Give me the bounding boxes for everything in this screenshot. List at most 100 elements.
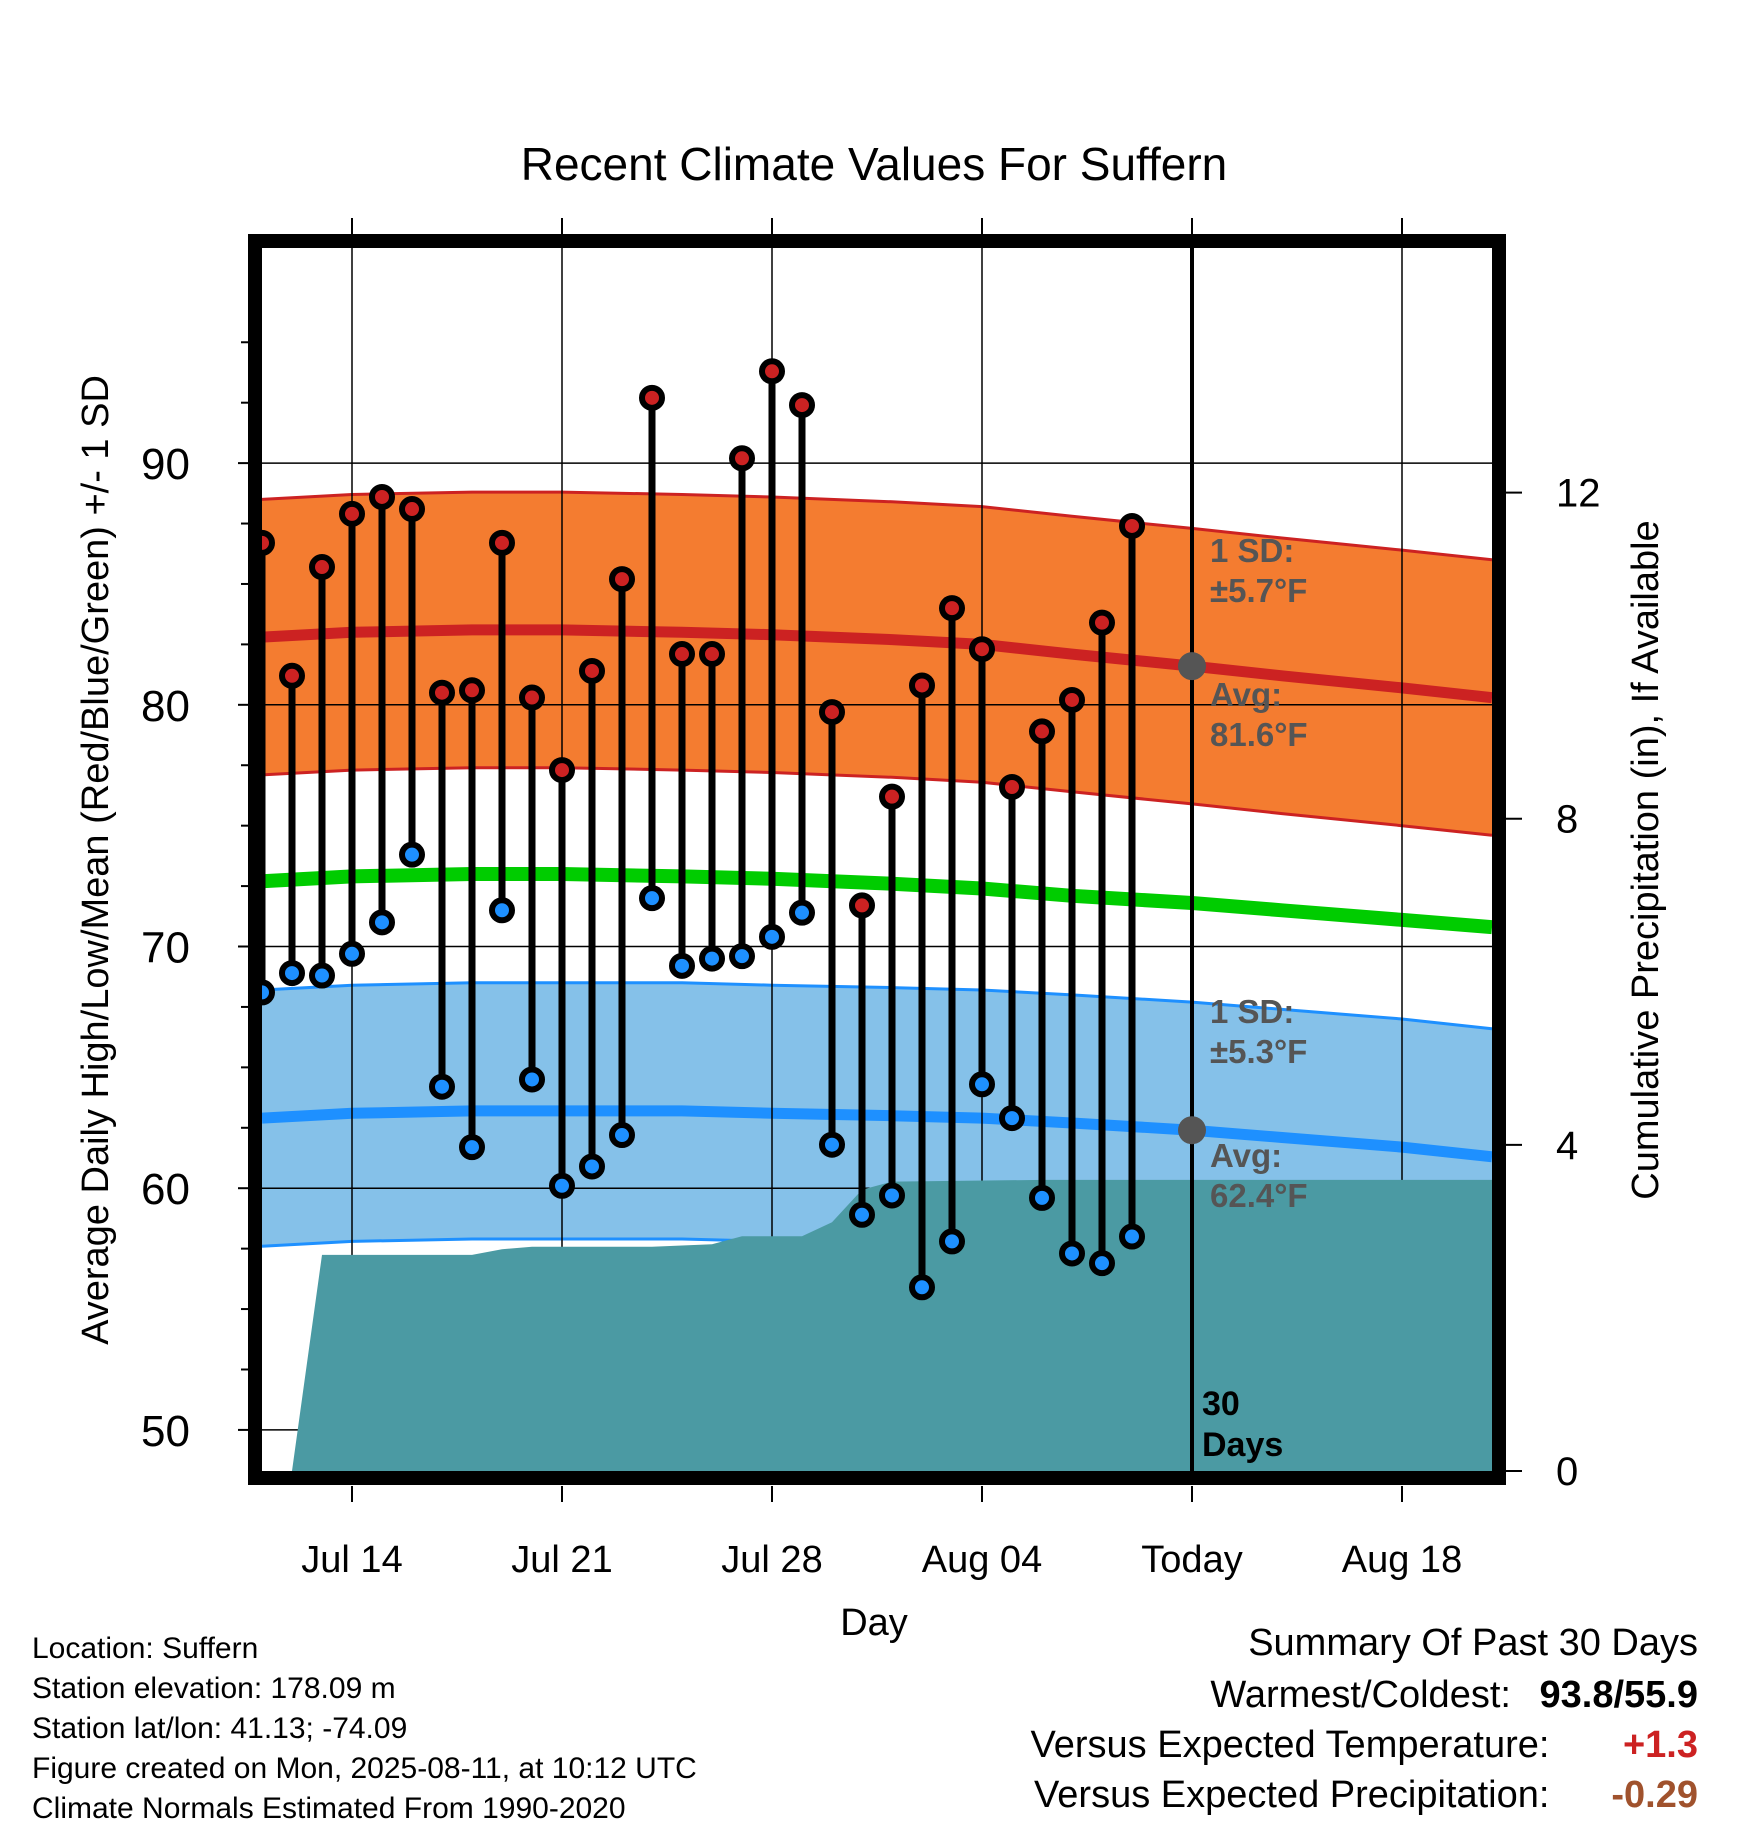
x-tick-label: Today	[1141, 1539, 1242, 1581]
today-low-normal-marker	[1178, 1116, 1206, 1145]
high-sd-upper-line	[262, 490, 1492, 562]
low-avg-label: Avg:	[1210, 1137, 1282, 1174]
low-point	[1089, 1250, 1115, 1277]
high-point	[789, 392, 815, 419]
high-point	[399, 496, 425, 523]
low-point	[669, 952, 695, 979]
high-point	[849, 892, 875, 919]
y2-tick-label: 8	[1556, 798, 1578, 842]
low-point	[579, 1153, 605, 1180]
low-point	[262, 979, 275, 1006]
low-avg-value: 62.4°F	[1210, 1177, 1308, 1214]
low-point	[879, 1182, 905, 1209]
low-sd-label: 1 SD:	[1210, 993, 1294, 1030]
high-sd-band	[262, 492, 1492, 836]
low-point	[339, 940, 365, 967]
high-point	[729, 445, 755, 472]
low-point	[999, 1105, 1025, 1132]
y-tick-label: 60	[141, 1165, 190, 1214]
high-point	[489, 529, 515, 556]
y-tick-label: 90	[141, 440, 190, 489]
high-point	[1029, 718, 1055, 745]
summary-title: Summary Of Past 30 Days	[1248, 1622, 1698, 1665]
summary-title-text: Summary Of Past 30 Days	[1248, 1622, 1698, 1664]
low-point	[759, 923, 785, 950]
high-point	[369, 483, 395, 510]
high-point	[429, 679, 455, 706]
low-sd-value: ±5.3°F	[1210, 1033, 1307, 1070]
low-point	[1152, 0, 1172, 10]
summary-warmest: Warmest/Coldest: 93.8/55.9	[1210, 1674, 1698, 1717]
high-avg-label: Avg:	[1210, 676, 1282, 713]
high-point	[519, 684, 545, 711]
high-point	[699, 641, 725, 668]
low-point	[399, 841, 425, 868]
low-point	[609, 1122, 635, 1149]
high-point	[999, 773, 1025, 800]
low-point	[1029, 1184, 1055, 1211]
low-point	[729, 943, 755, 970]
high-point	[309, 554, 335, 581]
high-sd-label: 1 SD:	[1210, 532, 1294, 569]
high-point	[759, 358, 785, 385]
meta-created: Figure created on Mon, 2025-08-11, at 10…	[32, 1752, 697, 1785]
meta-normals: Climate Normals Estimated From 1990-2020	[32, 1792, 626, 1825]
y-tick-label: 70	[141, 924, 190, 973]
high-point	[1152, 0, 1172, 10]
x-axis-label: Day	[840, 1602, 908, 1644]
low-point	[789, 899, 815, 926]
summary-temp-label: Versus Expected Temperature:	[1030, 1724, 1550, 1766]
meta-latlon: Station lat/lon: 41.13; -74.09	[32, 1712, 408, 1745]
high-point	[1089, 609, 1115, 636]
low-point	[939, 1228, 965, 1255]
high-point	[339, 500, 365, 527]
high-point	[819, 699, 845, 726]
x-tick-label: Jul 14	[301, 1539, 402, 1581]
low-point	[279, 960, 305, 987]
high-point	[939, 595, 965, 622]
high-point	[669, 641, 695, 668]
high-point	[549, 757, 575, 784]
high-point	[879, 783, 905, 810]
high-point	[579, 657, 605, 684]
y2-axis-label: Cumulative Precipitation (in), If Availa…	[1625, 520, 1667, 1199]
chart-title: Recent Climate Values For Suffern	[521, 138, 1228, 190]
high-point	[1119, 512, 1145, 539]
high-avg-value: 81.6°F	[1210, 716, 1308, 753]
high-point	[639, 384, 665, 411]
x-tick-label: Jul 21	[511, 1539, 612, 1581]
low-point	[459, 1134, 485, 1161]
low-point	[369, 909, 395, 936]
low-point	[429, 1073, 455, 1100]
low-point	[519, 1066, 545, 1093]
summary-precip: Versus Expected Precipitation: -0.29	[1034, 1774, 1698, 1817]
x-tick-label: Aug 18	[1342, 1539, 1462, 1581]
high-point	[609, 566, 635, 593]
summary-warmest-value: 93.8/55.9	[1539, 1674, 1698, 1716]
summary-temp: Versus Expected Temperature: +1.3	[1031, 1724, 1698, 1767]
days-count: 30	[1202, 1385, 1240, 1423]
low-point	[639, 885, 665, 912]
low-point	[819, 1131, 845, 1158]
summary-precip-value: -0.29	[1611, 1774, 1698, 1816]
high-normal-line	[262, 624, 1492, 704]
x-tick-label: Aug 04	[922, 1539, 1042, 1581]
high-point	[909, 672, 935, 699]
low-point	[699, 945, 725, 972]
y-tick-label: 80	[141, 682, 190, 731]
summary-temp-value: +1.3	[1622, 1724, 1698, 1766]
low-point	[1119, 1223, 1145, 1250]
y-tick-label: 50	[141, 1407, 190, 1456]
high-point	[969, 636, 995, 663]
meta-location: Location: Suffern	[32, 1632, 259, 1665]
plot-frame	[248, 234, 1506, 1485]
x-tick-label: Jul 28	[721, 1539, 822, 1581]
low-point	[1059, 1240, 1085, 1267]
low-point	[549, 1172, 575, 1199]
summary-warmest-label: Warmest/Coldest:	[1210, 1674, 1511, 1716]
summary-precip-label: Versus Expected Precipitation:	[1034, 1774, 1550, 1816]
high-point	[1059, 686, 1085, 713]
meta-elevation: Station elevation: 178.09 m	[32, 1672, 396, 1705]
y2-tick-label: 0	[1556, 1450, 1578, 1494]
